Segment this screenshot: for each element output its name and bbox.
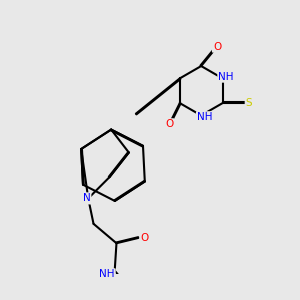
Text: O: O: [213, 42, 221, 52]
Text: NH: NH: [197, 112, 212, 122]
Text: NH: NH: [99, 269, 115, 279]
Text: O: O: [141, 233, 149, 243]
Text: NH: NH: [218, 72, 234, 82]
Text: N: N: [82, 194, 90, 203]
Text: S: S: [246, 98, 252, 108]
Text: O: O: [165, 119, 173, 129]
